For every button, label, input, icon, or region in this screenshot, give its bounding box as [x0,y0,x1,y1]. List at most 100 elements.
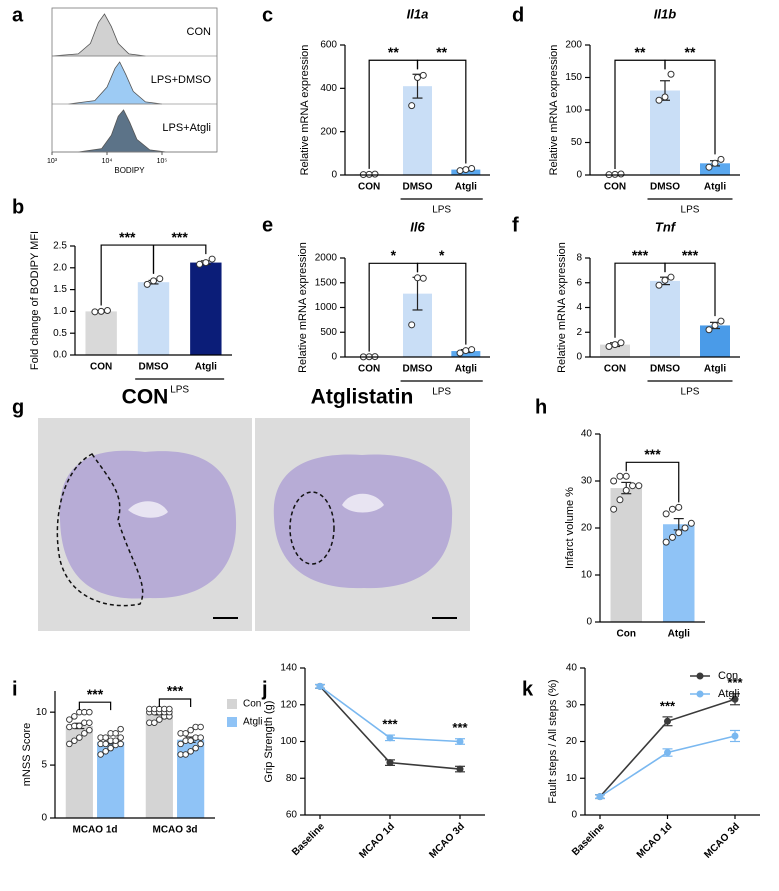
x-tick-label: CON [358,182,380,193]
y-tick-label: 150 [565,72,582,83]
y-tick-label: 4 [576,302,582,313]
panel-letter: b [12,196,24,218]
significance-label: *** [167,683,184,699]
y-tick-label: 500 [320,327,337,338]
y-tick-label: 100 [280,736,297,747]
significance-label: *** [644,446,661,462]
data-point [76,722,83,730]
y-tick-label: 80 [286,773,298,784]
x-tick-label: 10⁴ [102,158,113,165]
group-label: LPS [432,205,451,216]
data-point [66,740,73,748]
x-tick-label: Baseline [290,821,327,858]
x-tick-label: DMSO [403,364,433,375]
y-tick-label: 400 [320,83,337,94]
data-point [661,93,669,101]
data-point [456,167,464,175]
legend-label: Atgli [243,717,262,728]
data-point [76,734,83,741]
bar [85,311,117,355]
x-tick-label: Atgli [455,364,477,375]
data-point [462,166,470,174]
data-point [731,695,739,703]
data-point [661,276,669,284]
legend-swatch [227,699,237,709]
group-label: LPS [681,387,700,398]
y-axis-label: Grip Strength (g) [263,701,275,783]
bar [145,713,173,818]
series-line [319,685,461,743]
data-point [117,740,124,748]
data-point [112,737,119,744]
group-label: LPS [170,385,189,396]
significance-label: *** [119,229,136,245]
series-label: LPS+Atgli [162,122,211,134]
brain-images: CON Atglistatin [38,386,470,631]
data-point [616,472,624,480]
significance-bracket [158,698,192,707]
significance-label: ** [388,44,399,60]
x-tick-label: CON [604,182,626,193]
data-point [668,505,676,513]
legend-marker [696,690,704,698]
x-tick-label: CON [604,364,626,375]
data-point [187,737,194,744]
y-axis-label: Fold change of BODIPY MFI [29,231,41,370]
y-tick-label: 0 [586,617,592,628]
data-point [166,705,173,713]
panel-letter: j [261,678,268,700]
data-point [675,503,683,511]
y-tick-label: 100 [565,105,582,116]
data-point [182,730,189,737]
bar [137,282,170,355]
x-tick-label: 10⁵ [157,158,168,165]
y-tick-label: 2.5 [53,241,67,252]
y-tick-label: 50 [571,137,583,148]
density-area [68,61,163,105]
y-tick-label: 1.5 [53,284,67,295]
data-point [97,751,104,758]
group-label: LPS [432,387,451,398]
data-point [617,339,625,347]
x-tick-label: DMSO [139,362,169,373]
significance-label: *** [682,247,699,263]
data-point [103,307,111,315]
data-point [71,713,78,720]
data-point [419,71,427,79]
data-point [705,163,713,171]
y-tick-label: 30 [566,699,578,710]
x-tick-label: MCAO 1d [635,821,675,861]
x-tick-label: Atgli [195,362,217,373]
y-axis-label: Relative mRNA expression [556,242,568,373]
bar [403,86,432,175]
bar [700,163,730,175]
significance-label: ** [685,44,696,60]
y-tick-label: 60 [286,810,298,821]
chart-title: Tnf [655,219,677,234]
significance-label: *** [632,247,649,263]
data-point [711,159,719,167]
data-point [629,482,637,490]
data-point [386,734,394,742]
bar [700,325,730,357]
y-axis-label: mNSS Score [21,723,33,787]
significance-label: *** [452,720,468,735]
data-point [102,740,109,748]
data-point [668,533,676,541]
legend-label: Con [718,670,738,682]
data-point [150,277,157,285]
x-tick-label: DMSO [403,182,433,193]
data-point [187,726,194,734]
data-point [102,734,109,741]
x-tick-label: MCAO 1d [73,825,118,836]
x-tick-label: Atgli [704,364,726,375]
data-point [86,719,93,727]
panel-letter: k [522,678,534,700]
y-tick-label: 20 [566,736,578,747]
panel-letter: e [262,214,273,236]
data-point [610,505,618,513]
legend-marker [696,672,704,680]
bar [650,90,680,175]
data-point [371,170,379,178]
infarct-outline [289,491,335,565]
